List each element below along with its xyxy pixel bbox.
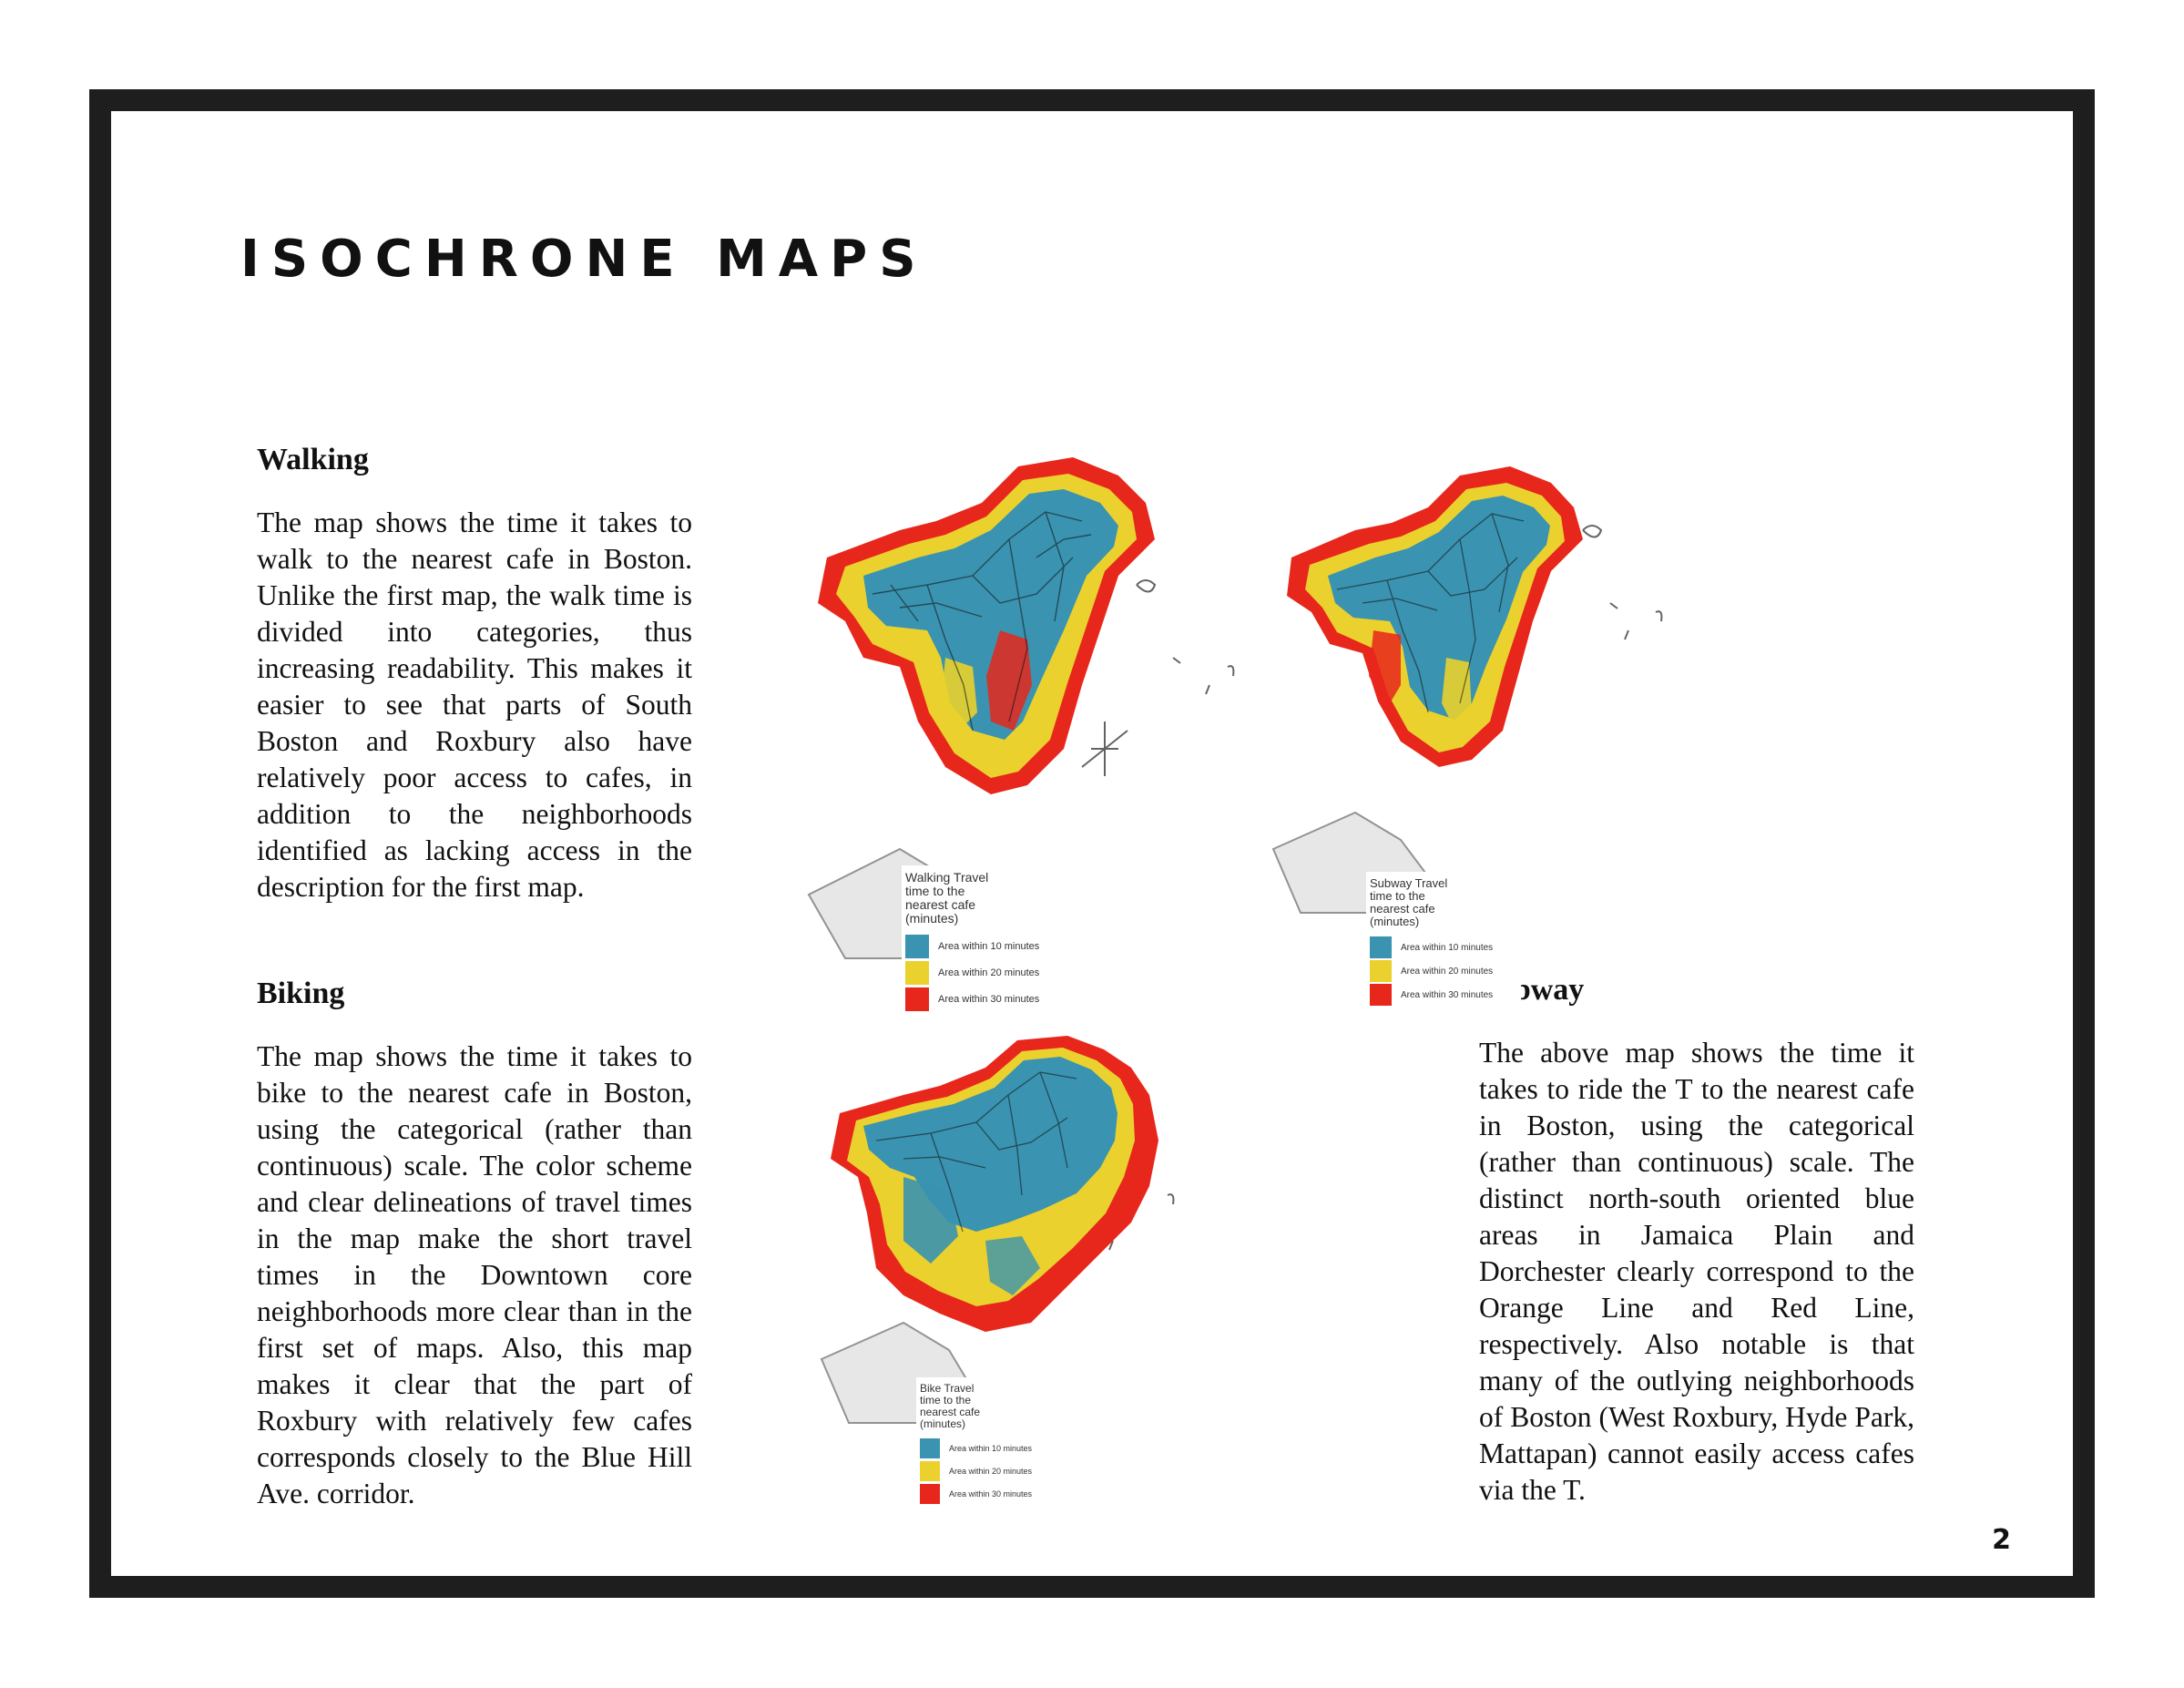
subway-map-graphic: [1271, 466, 1663, 914]
subway-legend-item-20: Area within 20 minutes: [1370, 960, 1521, 982]
biking-legend: Bike Travel time to the nearest cafe (mi…: [916, 1377, 1062, 1505]
subway-section: Subway The above map shows the time it t…: [1479, 973, 1914, 1509]
walking-legend-label-30: Area within 30 minutes: [938, 994, 1040, 1005]
page-title: ISOCHRONE MAPS: [240, 230, 928, 289]
subway-legend: Subway Travel time to the nearest cafe (…: [1366, 872, 1521, 1010]
subway-legend-label-10: Area within 10 minutes: [1401, 942, 1494, 953]
yellow-swatch: [905, 961, 929, 985]
biking-legend-label-10: Area within 10 minutes: [949, 1444, 1033, 1453]
walking-legend-item-10: Area within 10 minutes: [905, 935, 1075, 958]
biking-section: Biking The map shows the time it takes t…: [257, 977, 692, 1512]
biking-heading: Biking: [257, 977, 345, 1010]
biking-legend-item-10: Area within 10 minutes: [920, 1438, 1062, 1458]
blue-swatch: [905, 935, 929, 958]
biking-legend-item-30: Area within 30 minutes: [920, 1484, 1062, 1504]
walking-heading: Walking: [257, 443, 369, 476]
biking-legend-item-20: Area within 20 minutes: [920, 1461, 1062, 1481]
red-swatch: [920, 1484, 940, 1504]
red-swatch: [905, 987, 929, 1011]
walking-legend-item-20: Area within 20 minutes: [905, 961, 1075, 985]
walking-map: Walking Travel time to the nearest cafe …: [791, 448, 1291, 1031]
biking-legend-label-20: Area within 20 minutes: [949, 1467, 1033, 1476]
biking-legend-title: Bike Travel time to the nearest cafe (mi…: [920, 1382, 981, 1430]
walking-legend-item-30: Area within 30 minutes: [905, 987, 1075, 1011]
walking-body: The map shows the time it takes to walk …: [257, 506, 692, 903]
subway-legend-title: Subway Travel time to the nearest cafe (…: [1370, 876, 1448, 928]
walking-legend: Walking Travel time to the nearest cafe …: [902, 865, 1075, 1011]
subway-body: The above map shows the time it takes to…: [1479, 1037, 1914, 1506]
blue-swatch: [1370, 936, 1392, 958]
page-frame: ISOCHRONE MAPS Walking The map shows the…: [89, 89, 2095, 1598]
page-number: 2: [1992, 1524, 2011, 1556]
blue-swatch: [920, 1438, 940, 1458]
biking-body: The map shows the time it takes to bike …: [257, 1040, 692, 1509]
walking-legend-label-10: Area within 10 minutes: [938, 941, 1040, 952]
subway-heading: Subway: [1479, 973, 1585, 1007]
walking-map-graphic: [807, 457, 1235, 959]
walking-section: Walking The map shows the time it takes …: [257, 443, 692, 905]
yellow-swatch: [1370, 960, 1392, 982]
biking-map: Bike Travel time to the nearest cafe (mi…: [803, 1031, 1277, 1505]
page-content: ISOCHRONE MAPS Walking The map shows the…: [111, 111, 2073, 1576]
subway-map: Subway Travel time to the nearest cafe (…: [1264, 457, 1701, 1010]
walking-legend-title: Walking Travel time to the nearest cafe …: [905, 870, 989, 926]
subway-legend-item-10: Area within 10 minutes: [1370, 936, 1521, 958]
walking-legend-label-20: Area within 20 minutes: [938, 967, 1040, 978]
subway-legend-label-20: Area within 20 minutes: [1401, 966, 1494, 977]
subway-legend-item-30: Area within 30 minutes: [1370, 984, 1521, 1006]
red-swatch: [1370, 984, 1392, 1006]
yellow-swatch: [920, 1461, 940, 1481]
biking-legend-label-30: Area within 30 minutes: [949, 1489, 1033, 1499]
subway-legend-label-30: Area within 30 minutes: [1401, 989, 1494, 1000]
